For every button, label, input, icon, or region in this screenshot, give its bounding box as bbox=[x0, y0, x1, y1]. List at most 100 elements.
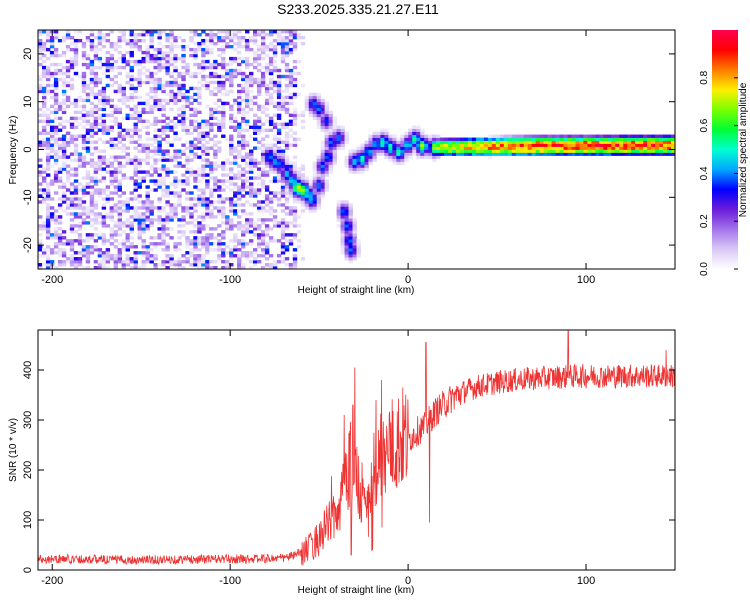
heatmap-cell bbox=[591, 143, 596, 147]
heatmap-cell bbox=[225, 161, 230, 165]
heatmap-cell bbox=[93, 233, 99, 237]
heatmap-cell bbox=[276, 191, 282, 195]
heatmap-cell bbox=[252, 131, 258, 135]
heatmap-cell bbox=[165, 266, 170, 269]
heatmap-cell bbox=[189, 47, 194, 52]
heatmap-cell bbox=[85, 65, 91, 70]
heatmap-cell bbox=[452, 137, 457, 141]
heatmap-cell bbox=[45, 155, 51, 159]
heatmap-cell bbox=[89, 77, 95, 82]
heatmap-cell bbox=[655, 143, 660, 147]
heatmap-cell bbox=[205, 80, 210, 85]
heatmap-cell bbox=[185, 98, 190, 103]
heatmap-cell bbox=[41, 188, 47, 192]
heatmap-cell bbox=[177, 98, 182, 103]
heatmap-cell bbox=[312, 164, 318, 168]
heatmap-cell bbox=[292, 212, 298, 216]
heatmap-cell bbox=[667, 137, 672, 141]
heatmap-cell bbox=[141, 227, 146, 231]
heatmap-cell bbox=[237, 104, 242, 109]
heatmap-cell bbox=[205, 242, 210, 246]
heatmap-cell bbox=[61, 38, 67, 43]
heatmap-cell bbox=[324, 140, 330, 144]
heatmap-cell bbox=[193, 155, 198, 159]
colorbar: 0.00.20.40.60.8 Normalized spectral ampl… bbox=[699, 30, 749, 276]
heatmap-cell bbox=[237, 185, 242, 189]
heatmap-cell bbox=[229, 170, 234, 174]
heatmap-cell bbox=[105, 239, 111, 243]
heatmap-cell bbox=[185, 212, 190, 216]
heatmap-cell bbox=[296, 170, 302, 174]
heatmap-cell bbox=[45, 260, 51, 264]
heatmap-cell bbox=[245, 161, 250, 165]
heatmap-cell bbox=[288, 134, 294, 138]
heatmap-cell bbox=[101, 233, 107, 237]
heatmap-cell bbox=[193, 248, 198, 252]
heatmap-cell bbox=[149, 188, 154, 192]
heatmap-cell bbox=[49, 35, 55, 40]
heatmap-cell bbox=[288, 95, 294, 100]
heatmap-cell bbox=[312, 173, 318, 177]
heatmap-cell bbox=[276, 170, 282, 174]
heatmap-cell bbox=[225, 92, 230, 97]
heatmap-cell bbox=[404, 158, 409, 162]
heatmap-cell bbox=[177, 56, 182, 61]
heatmap-cell bbox=[308, 113, 314, 118]
heatmap-cell bbox=[65, 131, 71, 135]
heatmap-cell bbox=[563, 137, 568, 141]
heatmap-cell bbox=[137, 59, 142, 64]
heatmap-cell bbox=[81, 146, 87, 150]
heatmap-cell bbox=[113, 41, 119, 46]
heatmap-cell bbox=[117, 260, 123, 264]
heatmap-cell bbox=[81, 107, 87, 112]
heatmap-cell bbox=[129, 41, 134, 46]
heatmap-cell bbox=[181, 104, 186, 109]
heatmap-cell bbox=[117, 248, 123, 252]
heatmap-cell bbox=[41, 86, 47, 91]
heatmap-cell bbox=[412, 137, 417, 141]
heatmap-cell bbox=[280, 173, 286, 177]
heatmap-cell bbox=[559, 143, 564, 147]
heatmap-cell bbox=[249, 89, 254, 94]
heatmap-cell bbox=[113, 158, 119, 162]
heatmap-cell bbox=[185, 260, 190, 264]
heatmap-cell bbox=[153, 56, 158, 61]
heatmap-cell bbox=[81, 161, 87, 165]
heatmap-cell bbox=[85, 209, 91, 213]
heatmap-cell bbox=[316, 164, 322, 168]
heatmap-cell bbox=[268, 152, 274, 156]
heatmap-cell bbox=[245, 170, 250, 174]
heatmap-cell bbox=[336, 218, 341, 222]
heatmap-cell bbox=[73, 251, 79, 255]
heatmap-cell bbox=[129, 128, 134, 132]
heatmap-cell bbox=[312, 101, 318, 106]
heatmap-cell bbox=[181, 98, 186, 103]
heatmap-cell bbox=[324, 125, 330, 129]
heatmap-cell bbox=[531, 143, 537, 147]
heatmap-cell bbox=[245, 41, 250, 46]
heatmap-cell bbox=[284, 131, 290, 135]
heatmap-cell bbox=[276, 38, 282, 43]
heatmap-cell bbox=[276, 137, 282, 141]
heatmap-cell bbox=[368, 143, 373, 147]
heatmap-cell bbox=[53, 128, 59, 132]
heatmap-cell bbox=[440, 140, 445, 144]
heatmap-cell bbox=[344, 212, 349, 216]
heatmap-cell bbox=[245, 218, 250, 222]
heatmap-cell bbox=[109, 227, 115, 231]
heatmap-cell bbox=[153, 98, 158, 103]
heatmap-cell bbox=[41, 74, 47, 79]
heatmap-cell bbox=[73, 230, 79, 234]
heatmap-cell bbox=[105, 254, 111, 258]
heatmap-cell bbox=[519, 152, 525, 156]
heatmap-cell bbox=[137, 200, 142, 204]
heatmap-cell bbox=[145, 143, 150, 147]
heatmap-cell bbox=[141, 218, 146, 222]
heatmap-cell bbox=[233, 191, 238, 195]
heatmap-cell bbox=[229, 227, 234, 231]
heatmap-cell bbox=[117, 233, 123, 237]
heatmap-cell bbox=[38, 74, 43, 79]
heatmap-cell bbox=[356, 158, 361, 162]
heatmap-cell bbox=[583, 140, 588, 144]
heatmap-cell bbox=[280, 107, 286, 112]
